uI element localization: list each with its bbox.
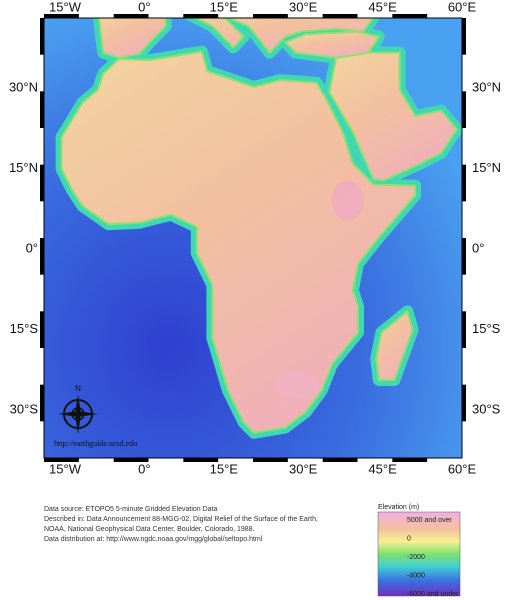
frame-bar (40, 164, 44, 202)
highland (273, 371, 318, 400)
credit-line: Described in: Data Announcement 88-MGG-0… (44, 516, 318, 523)
lat-label: 30°S (10, 401, 39, 416)
lon-label: 60°E (448, 461, 477, 476)
legend-label: 5000 and over (407, 517, 452, 524)
lon-label: 15°E (210, 461, 239, 476)
frame-bar (462, 164, 466, 202)
credit-line: NOAA, National Geophysical Data Center, … (44, 526, 255, 533)
lat-label: 0° (26, 240, 38, 255)
land-madagascar (375, 309, 414, 381)
compass-rose: N (58, 384, 98, 434)
frame-bar (253, 14, 288, 18)
lat-label: 15°S (10, 321, 39, 336)
frame-bar (462, 238, 466, 275)
lat-label: 30°S (472, 401, 501, 416)
lon-label: 45°E (368, 0, 397, 14)
lat-label: 30°N (472, 79, 501, 94)
legend-label: -4000 (407, 572, 425, 579)
legend-bar (377, 511, 461, 597)
lat-label: 30°N (9, 79, 38, 94)
map-area (44, 18, 462, 458)
frame-bar (183, 458, 219, 462)
frame-bar (392, 458, 428, 462)
frame-bar (183, 14, 219, 18)
lon-label: 30°E (289, 0, 318, 14)
credit-line: Data distribution at: http://www.ngdc.no… (44, 536, 263, 543)
lon-label: 0° (138, 461, 150, 476)
frame-bar (322, 458, 358, 462)
lon-label: 15°W (49, 461, 82, 476)
lat-label: 0° (472, 240, 484, 255)
legend-title: Elevation (m) (378, 504, 419, 511)
lon-label: 60°E (448, 0, 477, 14)
frame-bar (322, 14, 358, 18)
land-iberia (97, 18, 167, 59)
legend-label: 0 (407, 535, 411, 542)
legend-label: -6000 and under (407, 591, 459, 598)
frame-bar (253, 458, 288, 462)
frame-bar (40, 18, 44, 55)
frame-bar (40, 311, 44, 348)
lon-label: 0° (138, 0, 150, 14)
frame-bar (113, 458, 149, 462)
highland (331, 180, 364, 221)
legend-label: -2000 (407, 554, 425, 561)
frame-bar (113, 14, 149, 18)
credit-line: Data source: ETOPO5 5-minute Gridded Ele… (44, 506, 218, 513)
lat-label: 15°S (472, 321, 501, 336)
lon-label: 45°E (368, 461, 397, 476)
frame-bar (462, 18, 466, 55)
lon-label: 15°W (49, 0, 82, 14)
frame-bar (462, 311, 466, 348)
land-anatolia (283, 30, 381, 59)
frame-bar (40, 91, 44, 128)
frame-bar (44, 14, 79, 18)
frame-bar (462, 384, 466, 422)
watermark: http://earthguide.ucsd.edu (54, 439, 137, 448)
frame-bar (40, 238, 44, 275)
compass-label: N (75, 384, 81, 393)
frame-bar (40, 384, 44, 422)
lon-label: 15°E (210, 0, 239, 14)
frame-bar (462, 91, 466, 128)
frame-bars (40, 14, 466, 462)
land-africa (60, 50, 417, 434)
lat-label: 15°N (9, 160, 38, 175)
frame-bar (44, 458, 79, 462)
frame-bar (392, 14, 428, 18)
lon-label: 30°E (289, 461, 318, 476)
lat-label: 15°N (472, 160, 501, 175)
